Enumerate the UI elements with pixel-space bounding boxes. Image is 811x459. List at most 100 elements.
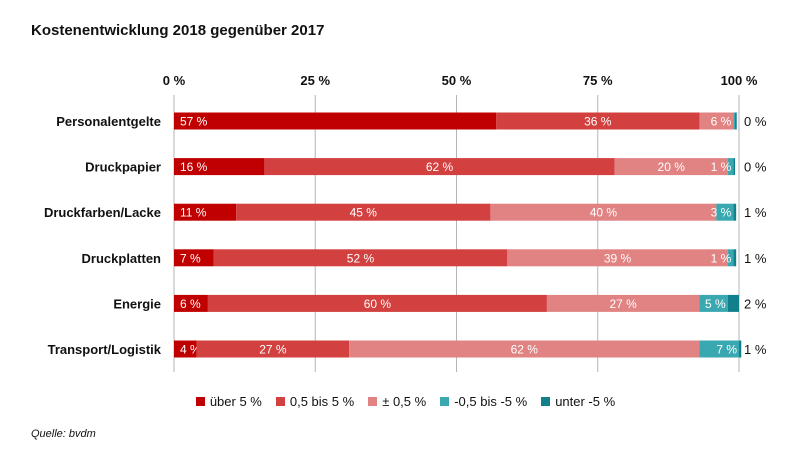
bar-segment: [733, 203, 737, 221]
x-tick-label: 100 %: [721, 73, 758, 88]
bar-segment: [496, 112, 700, 130]
bar-row: 4 % 27 % 62 % 7 %: [174, 340, 742, 358]
legend-swatch: [195, 397, 205, 406]
data-label: 27 %: [609, 297, 637, 311]
grid-lines: [173, 95, 740, 372]
bar-segment: [196, 340, 350, 358]
x-tick-labels: 0 % 25 % 50 % 75 % 100 %: [163, 73, 758, 88]
bar-rows: 57 % 36 % 6 % 16 % 62 % 20 % 1 % 11 % 45 % 40 % 3 …: [174, 112, 742, 358]
legend-swatch: [541, 397, 551, 406]
source-note: Quelle: bvdm: [31, 428, 96, 440]
chart-title: Kostenentwicklung 2018 gegenüber 2017: [31, 22, 325, 39]
legend-swatch: [368, 397, 378, 406]
bar-segment: [207, 294, 547, 312]
bar-segment: [174, 112, 497, 130]
legend-item: über 5 %: [195, 394, 262, 409]
legend-item: unter -5 %: [541, 394, 615, 409]
data-label: 11 %: [180, 206, 207, 220]
category-labels: Personalentgelte Druckpapier Druckfarben/L…: [44, 114, 162, 357]
stacked-bar-plot: 0 % 25 % 50 % 75 % 100 % 57 % 36 % 6 % 16 % 62 %…: [44, 73, 767, 372]
legend-item: -0,5 bis -5 %: [440, 394, 527, 409]
bar-segment: [174, 249, 214, 267]
data-label: 36 %: [584, 115, 612, 129]
bar-segment: [727, 249, 734, 267]
bar-segment: [490, 203, 717, 221]
bar-segment: [213, 249, 508, 267]
legend-label: -0,5 bis -5 %: [454, 394, 528, 409]
right-label: 0 %: [744, 160, 767, 175]
right-label: 0 %: [744, 114, 767, 129]
bar-segment: [174, 294, 208, 312]
data-label: 5 %: [705, 297, 726, 311]
legend-item: 0,5 bis 5 %: [275, 394, 355, 409]
bar-segment: [614, 158, 728, 176]
legend-label: über 5 %: [209, 394, 262, 409]
data-label: 39 %: [604, 251, 632, 265]
bar-row: 16 % 62 % 20 % 1 %: [174, 158, 736, 176]
bar-segment: [699, 112, 734, 130]
bar-segment: [739, 340, 742, 358]
category-label: Energie: [113, 296, 161, 311]
bar-row: 57 % 36 % 6 %: [174, 112, 737, 130]
legend-label: unter -5 %: [555, 394, 616, 409]
category-label: Transport/Logistik: [48, 342, 162, 357]
data-label: 45 %: [350, 206, 378, 220]
bar-segment: [264, 158, 615, 176]
bar-segment: [174, 158, 265, 176]
bar-segment: [733, 112, 736, 130]
x-tick-label: 50 %: [442, 73, 472, 88]
bar-segment: [735, 112, 737, 130]
bar-segment: [507, 249, 728, 267]
bar-segment: [546, 294, 700, 312]
data-label: 16 %: [180, 160, 208, 174]
category-label: Druckfarben/Lacke: [44, 205, 161, 220]
right-labels: 0 % 0 % 1 % 1 % 2 % 1 %: [744, 114, 767, 357]
data-label: 1 %: [711, 251, 732, 265]
data-label: 4 %: [180, 343, 201, 357]
data-label: 62 %: [426, 160, 454, 174]
data-label: 1 %: [711, 160, 732, 174]
legend-item: ± 0,5 %: [368, 394, 426, 409]
category-label: Personalentgelte: [56, 114, 161, 129]
bar-segment: [727, 158, 734, 176]
category-label: Druckplatten: [82, 251, 162, 266]
data-label: 7 %: [716, 343, 737, 357]
data-label: 60 %: [364, 297, 392, 311]
legend-label: ± 0,5 %: [382, 394, 427, 409]
data-label: 40 %: [590, 206, 618, 220]
legend-swatch: [275, 397, 285, 406]
bar-segment: [699, 294, 728, 312]
data-label: 57 %: [180, 115, 208, 129]
data-label: 6 %: [180, 297, 201, 311]
bar-segment: [174, 203, 237, 221]
data-label: 6 %: [711, 115, 732, 129]
bar-segment: [174, 340, 197, 358]
right-label: 1 %: [744, 251, 767, 266]
bar-row: 7 % 52 % 39 % 1 %: [174, 249, 737, 267]
data-label: 20 %: [658, 160, 686, 174]
bar-segment: [716, 203, 734, 221]
data-label: 3 %: [711, 206, 732, 220]
bar-segment: [727, 294, 739, 312]
x-tick-label: 0 %: [163, 73, 186, 88]
bar-segment: [733, 158, 736, 176]
x-tick-label: 75 %: [583, 73, 613, 88]
category-label: Druckpapier: [85, 160, 161, 175]
data-label: 62 %: [511, 343, 539, 357]
legend-label: 0,5 bis 5 %: [289, 394, 355, 409]
right-label: 1 %: [744, 205, 767, 220]
bar-segment: [699, 340, 739, 358]
data-label: 27 %: [259, 343, 287, 357]
legend-swatch: [440, 397, 450, 406]
bar-row: 6 % 60 % 27 % 5 %: [174, 294, 739, 312]
data-label: 52 %: [347, 251, 375, 265]
bar-segment: [236, 203, 491, 221]
data-label: 7 %: [180, 251, 201, 265]
legend: über 5 % 0,5 bis 5 % ± 0,5 % -0,5 bis -5 % u…: [0, 394, 811, 409]
right-label: 2 %: [744, 296, 767, 311]
bar-row: 11 % 45 % 40 % 3 %: [174, 203, 737, 221]
x-tick-label: 25 %: [300, 73, 330, 88]
bar-segment: [349, 340, 700, 358]
right-label: 1 %: [744, 342, 767, 357]
bar-segment: [733, 249, 737, 267]
